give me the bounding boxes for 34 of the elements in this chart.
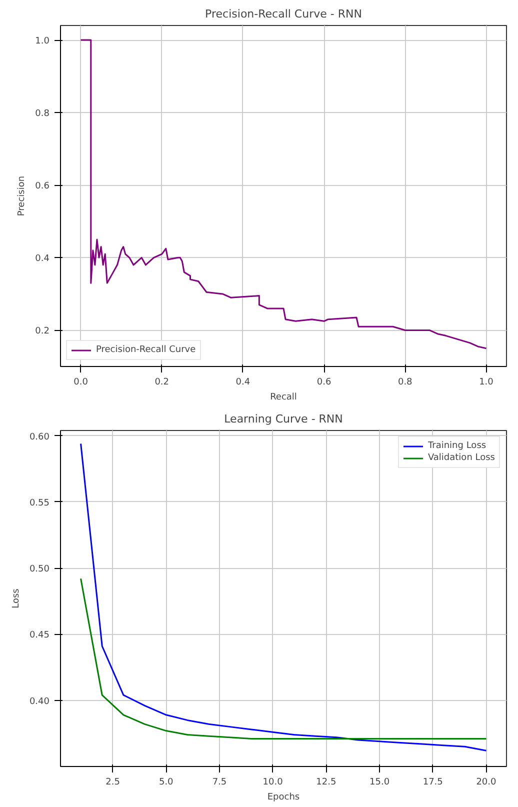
y-tick-label: 0.50 xyxy=(29,564,50,575)
y-tick-label: 0.40 xyxy=(29,696,50,707)
x-tick-label: 17.5 xyxy=(422,778,443,788)
x-tick-label: 0.0 xyxy=(74,378,88,388)
y-tick-label: 0.2 xyxy=(35,326,50,337)
y-axis-title: Loss xyxy=(11,588,22,608)
x-tick-label: 0.8 xyxy=(398,378,413,388)
x-axis-title: Epochs xyxy=(267,792,300,802)
x-tick-label: 5.0 xyxy=(158,778,174,788)
x-tick-label: 0.4 xyxy=(236,378,250,388)
x-tick-label: 2.5 xyxy=(106,778,120,788)
x-tick-label: 0.6 xyxy=(316,378,332,388)
legend-label: Training Loss xyxy=(428,441,486,451)
legend-label: Precision-Recall Curve xyxy=(96,345,196,355)
x-tick-label: 12.5 xyxy=(316,778,336,788)
x-tick-label: 0.2 xyxy=(154,378,170,388)
x-axis-title: Recall xyxy=(270,392,297,402)
y-tick-label: 0.60 xyxy=(29,432,50,442)
x-tick-label: 15.0 xyxy=(370,778,390,788)
chart-title: Precision-Recall Curve - RNN xyxy=(205,8,362,20)
x-tick-label: 7.5 xyxy=(212,778,227,788)
line-series xyxy=(80,578,487,740)
x-tick-label: 20.0 xyxy=(476,778,497,788)
y-axis-title: Precision xyxy=(17,176,28,216)
y-tick-label: 1.0 xyxy=(35,36,50,47)
x-tick-label: 1.0 xyxy=(479,378,494,388)
y-tick-label: 0.6 xyxy=(35,182,50,192)
y-tick-label: 0.8 xyxy=(35,109,50,120)
x-tick-label: 10.0 xyxy=(262,778,284,788)
chart-title: Learning Curve - RNN xyxy=(224,412,343,426)
y-tick-label: 0.45 xyxy=(29,630,50,641)
legend-label: Validation Loss xyxy=(428,453,495,463)
y-tick-label: 0.4 xyxy=(35,254,50,264)
y-tick-label: 0.55 xyxy=(29,498,50,508)
